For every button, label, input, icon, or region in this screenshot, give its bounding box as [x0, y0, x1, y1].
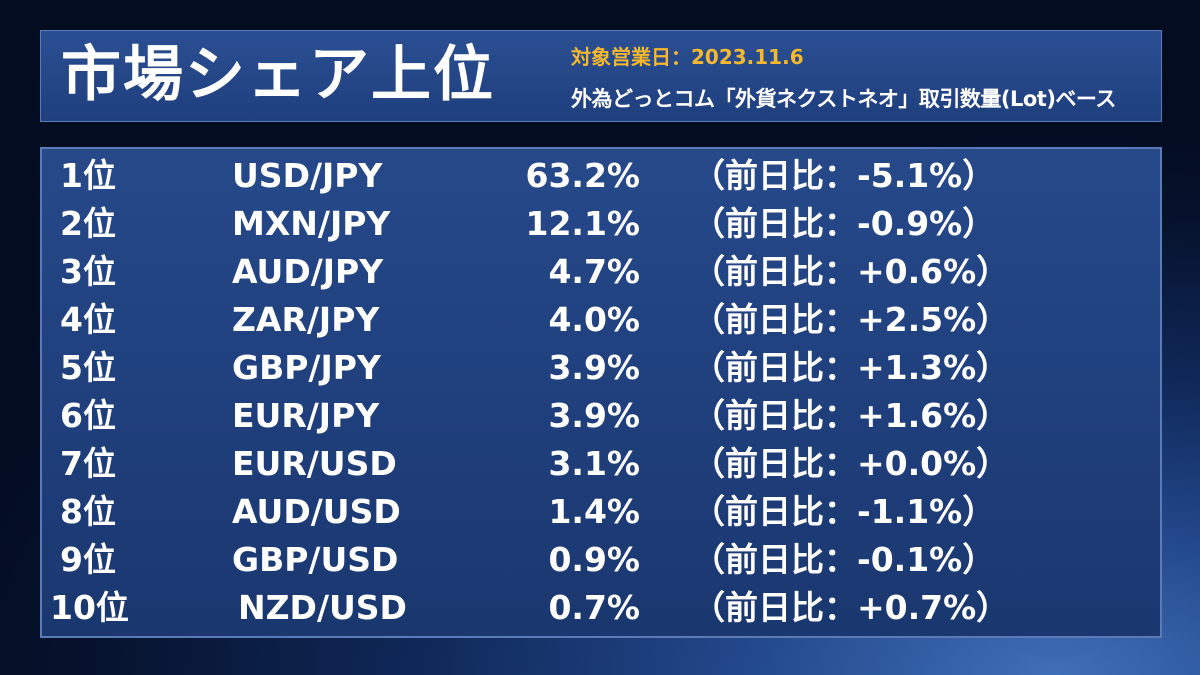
- day-over-day-change: （前日比：+0.7%）: [692, 588, 1010, 627]
- currency-pair: AUD/USD: [232, 492, 401, 531]
- market-share: 0.7%: [548, 588, 640, 627]
- day-over-day-change: （前日比：+0.0%）: [692, 444, 1010, 483]
- ranking-row: 8位 AUD/USD 1.4% （前日比：-1.1%）: [42, 488, 1162, 536]
- market-share: 3.9%: [548, 348, 640, 387]
- ranking-row: 5位 GBP/JPY 3.9% （前日比：+1.3%）: [42, 344, 1162, 392]
- day-over-day-change: （前日比：+2.5%）: [692, 300, 1010, 339]
- day-over-day-change: （前日比：-0.1%）: [692, 540, 996, 579]
- rank-label: 6位: [60, 396, 116, 435]
- rank-label: 3位: [60, 252, 116, 291]
- ranking-row: 2位 MXN/JPY 12.1% （前日比：-0.9%）: [42, 200, 1162, 248]
- rank-label: 9位: [60, 540, 116, 579]
- market-share: 0.9%: [548, 540, 640, 579]
- market-share: 1.4%: [548, 492, 640, 531]
- basis-label: 外為どっとコム「外貨ネクストネオ」取引数量(Lot)ベース: [571, 87, 1116, 111]
- header-panel: 市場シェア上位 対象営業日：2023.11.6 外為どっとコム「外貨ネクストネオ…: [40, 30, 1162, 122]
- market-share: 3.1%: [548, 444, 640, 483]
- rank-label: 4位: [60, 300, 116, 339]
- market-share: 12.1%: [525, 204, 641, 243]
- ranking-row: 7位 EUR/USD 3.1% （前日比：+0.0%）: [42, 440, 1162, 488]
- currency-pair: ZAR/JPY: [232, 300, 380, 339]
- rank-label: 8位: [60, 492, 116, 531]
- rank-label: 1位: [60, 156, 116, 195]
- ranking-row: 3位 AUD/JPY 4.7% （前日比：+0.6%）: [42, 248, 1162, 296]
- ranking-row: 9位 GBP/USD 0.9% （前日比：-0.1%）: [42, 536, 1162, 584]
- market-share: 4.0%: [548, 300, 640, 339]
- rank-label: 2位: [60, 204, 116, 243]
- ranking-row: 10位 NZD/USD 0.7% （前日比：+0.7%）: [42, 584, 1162, 632]
- business-date-label: 対象営業日：2023.11.6: [571, 45, 804, 69]
- ranking-row: 6位 EUR/JPY 3.9% （前日比：+1.6%）: [42, 392, 1162, 440]
- currency-pair: AUD/JPY: [232, 252, 384, 291]
- ranking-table: 1位 USD/JPY 63.2% （前日比：-5.1%） 2位 MXN/JPY …: [40, 147, 1162, 638]
- rank-label: 7位: [60, 444, 116, 483]
- rank-label: 5位: [60, 348, 116, 387]
- market-share: 63.2%: [525, 156, 641, 195]
- currency-pair: GBP/JPY: [232, 348, 381, 387]
- currency-pair: NZD/USD: [238, 588, 407, 627]
- rank-label: 10位: [50, 588, 129, 627]
- currency-pair: EUR/JPY: [232, 396, 380, 435]
- currency-pair: EUR/USD: [232, 444, 397, 483]
- currency-pair: USD/JPY: [232, 156, 383, 195]
- day-over-day-change: （前日比：+1.3%）: [692, 348, 1010, 387]
- currency-pair: GBP/USD: [232, 540, 399, 579]
- day-over-day-change: （前日比：-1.1%）: [692, 492, 996, 531]
- currency-pair: MXN/JPY: [232, 204, 391, 243]
- day-over-day-change: （前日比：+0.6%）: [692, 252, 1010, 291]
- day-over-day-change: （前日比：+1.6%）: [692, 396, 1010, 435]
- day-over-day-change: （前日比：-0.9%）: [692, 204, 996, 243]
- market-share: 3.9%: [548, 396, 640, 435]
- ranking-row: 4位 ZAR/JPY 4.0% （前日比：+2.5%）: [42, 296, 1162, 344]
- market-share: 4.7%: [548, 252, 640, 291]
- day-over-day-change: （前日比：-5.1%）: [692, 156, 996, 195]
- ranking-row: 1位 USD/JPY 63.2% （前日比：-5.1%）: [42, 152, 1162, 200]
- page-title: 市場シェア上位: [61, 40, 495, 110]
